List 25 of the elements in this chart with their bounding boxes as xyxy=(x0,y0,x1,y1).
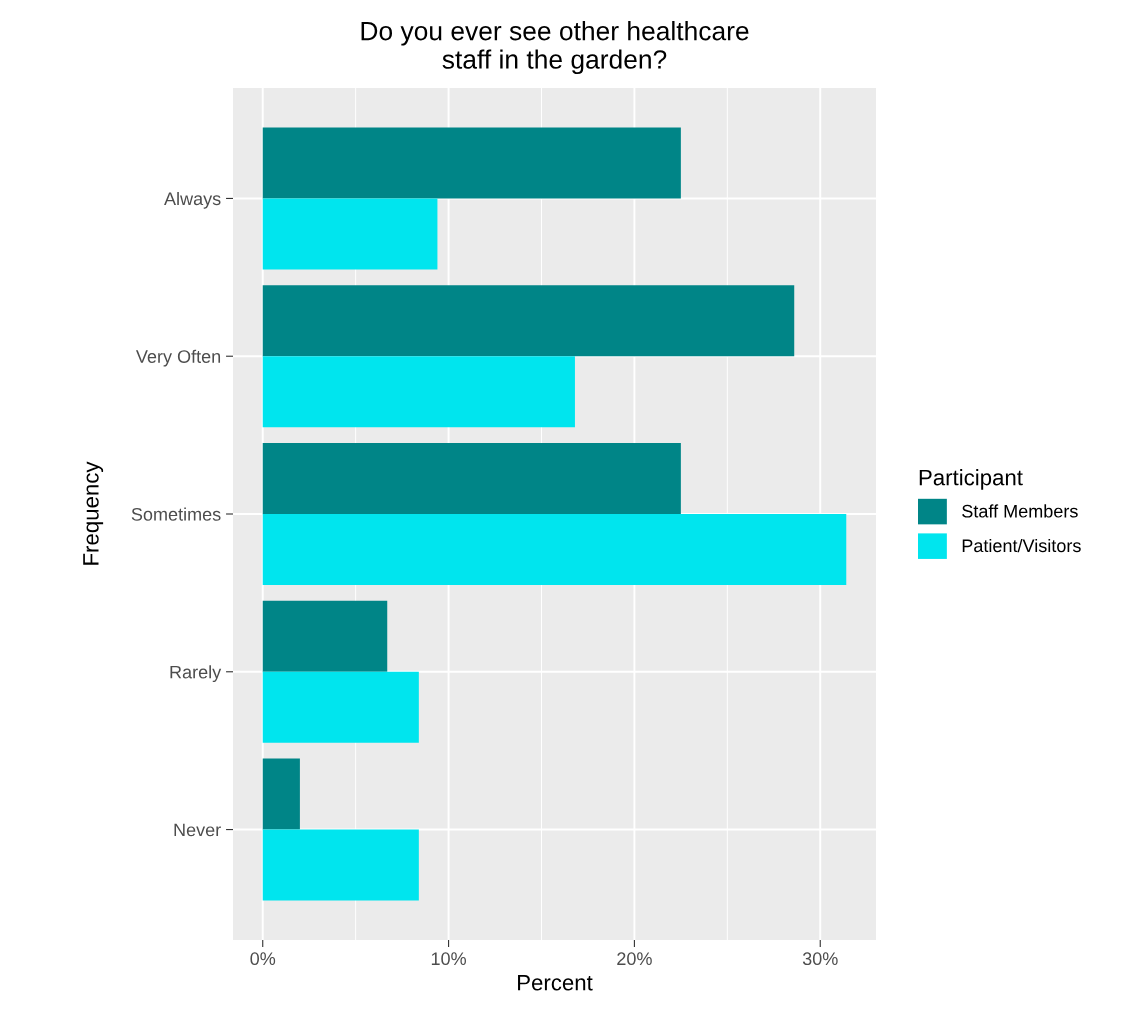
bar xyxy=(262,671,419,743)
bar xyxy=(262,198,438,270)
y-tick-label: Never xyxy=(174,823,221,837)
bar xyxy=(262,600,388,672)
x-tick-label: 0% xyxy=(250,952,276,966)
x-tick-label: 30% xyxy=(802,952,838,966)
x-tick-label: 10% xyxy=(431,952,466,966)
legend-label: Staff Members xyxy=(962,504,1078,518)
bar xyxy=(262,356,575,428)
legend-label: Patient/Visitors xyxy=(962,538,1081,553)
y-tick-label: Very Often xyxy=(135,349,221,367)
x-tick-label: 20% xyxy=(617,952,652,966)
bar xyxy=(262,758,300,830)
bar xyxy=(262,443,681,514)
y-tick-label: Rarely xyxy=(170,665,222,683)
y-tick-label: Always xyxy=(164,191,221,209)
y-tick-label: Sometimes xyxy=(131,507,221,521)
bar xyxy=(262,514,847,585)
y-axis-title: Frequency xyxy=(83,461,104,565)
x-axis-title: Percent xyxy=(518,975,593,991)
bar xyxy=(262,285,795,357)
legend-title: Participant xyxy=(919,469,1023,490)
bar xyxy=(262,829,419,901)
bar xyxy=(262,127,681,199)
chart-title: Do you ever see other healthcare staff in the garden? xyxy=(361,21,749,75)
